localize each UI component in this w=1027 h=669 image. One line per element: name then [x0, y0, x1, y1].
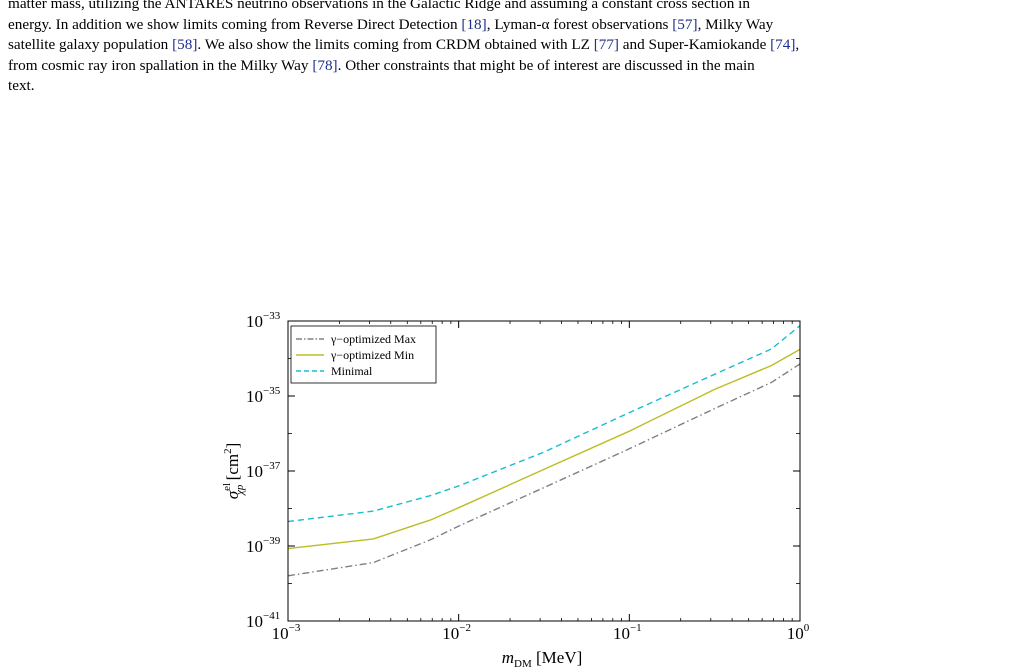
x-tick-label: 10−2	[442, 622, 471, 643]
y-tick-label: 10−41	[246, 610, 280, 631]
figure-caption: matter mass, utilizing the ANTARES neutr…	[8, 0, 1018, 97]
citation-link[interactable]: [57]	[672, 15, 698, 33]
y-tick-label: 10−37	[246, 460, 281, 481]
caption-line: text.	[8, 76, 1018, 97]
y-tick-label: 10−33	[246, 310, 281, 331]
x-tick-label: 10−3	[272, 622, 301, 643]
caption-text: , Lyman-α forest observations	[486, 15, 673, 33]
caption-text: satellite galaxy population	[8, 36, 173, 53]
citation-link[interactable]: [77]	[593, 36, 619, 53]
caption-text: and Super-Kamiokande	[619, 36, 771, 53]
y-tick-label: 10−35	[246, 385, 281, 406]
y-axis-label: σelχp [cm2]	[221, 443, 246, 500]
y-axis-label-group: σelχp [cm2]	[221, 443, 246, 500]
caption-line: satellite galaxy population [58]. We als…	[8, 35, 1018, 56]
y-tick-label: 10−39	[246, 535, 281, 556]
citation-link[interactable]: [74]	[770, 36, 796, 53]
x-tick-label: 100	[787, 622, 810, 643]
caption-text: , Milky Way	[697, 15, 774, 33]
legend-label-2: γ−optimized Min	[330, 348, 414, 362]
series-line-3	[287, 325, 801, 523]
caption-line: matter mass, utilizing the ANTARES neutr…	[8, 0, 1018, 15]
caption-text: ,	[795, 36, 800, 53]
caption-line: from cosmic ray iron spallation in the M…	[8, 56, 1018, 77]
x-tick-label: 10−1	[613, 622, 642, 643]
caption-text: text.	[8, 77, 35, 94]
series-line-1	[287, 363, 801, 577]
citation-link[interactable]: [18]	[461, 15, 487, 33]
caption-text: matter mass, utilizing the ANTARES neutr…	[8, 0, 750, 12]
legend-label-1: γ−optimized Max	[330, 332, 416, 346]
caption-text: energy. In addition we show limits comin…	[8, 15, 462, 33]
citation-link[interactable]: [78]	[312, 56, 338, 74]
citation-link[interactable]: [58]	[172, 36, 198, 53]
x-axis-label: mDM [MeV]	[502, 648, 583, 669]
legend: γ−optimized Max γ−optimized Min Minimal	[290, 325, 437, 384]
caption-line: energy. In addition we show limits comin…	[8, 15, 1018, 36]
caption-text: . Other constraints that might be of int…	[337, 56, 755, 74]
series-line-2	[287, 348, 801, 550]
legend-label-3: Minimal	[331, 364, 373, 378]
caption-text: . We also show the limits coming from CR…	[197, 36, 594, 53]
caption-text: from cosmic ray iron spallation in the M…	[8, 56, 313, 74]
